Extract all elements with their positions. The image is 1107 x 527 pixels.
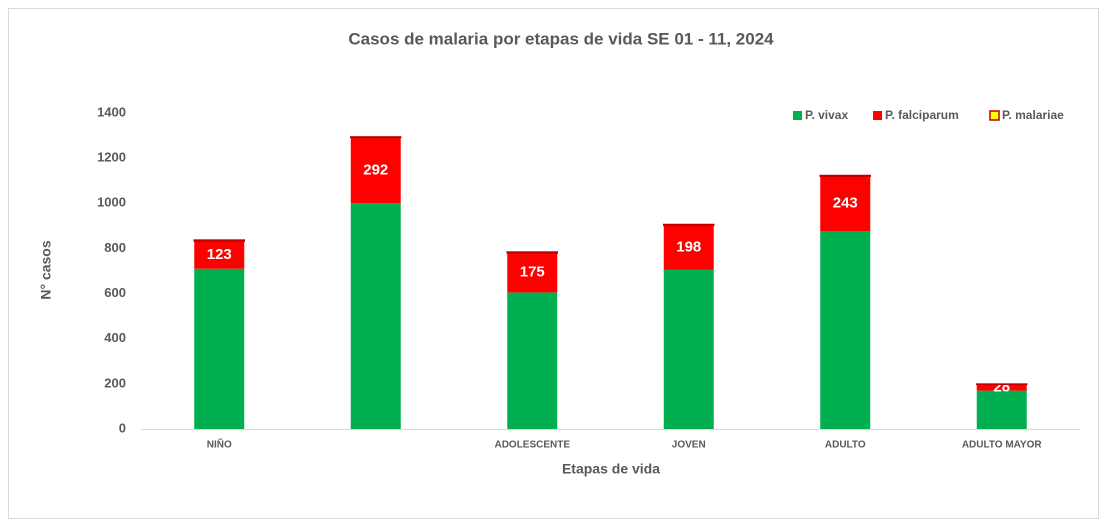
y-tick-label: 0 (119, 420, 126, 435)
chart-title: Casos de malaria por etapas de vida SE 0… (348, 29, 774, 48)
x-axis-title: Etapas de vida (562, 461, 660, 477)
x-tick-label: ADULTO MAYOR (962, 440, 1043, 451)
bar-segment (820, 231, 871, 429)
x-tick-label: ADOLESCENTE (494, 440, 570, 451)
value-label: 123 (207, 246, 232, 263)
value-label: 292 (363, 161, 388, 178)
bar-segment (663, 225, 714, 270)
bar-segment (507, 252, 558, 293)
value-label: 28 (993, 378, 1010, 395)
bar-segment (976, 384, 1027, 391)
bar-segment (350, 137, 401, 204)
y-tick-label: 1200 (97, 150, 126, 165)
bar-segment (194, 240, 245, 269)
legend-label: P. malariae (1002, 108, 1064, 122)
x-tick-label: ADULTO (825, 440, 866, 451)
y-tick-label: 600 (104, 285, 126, 300)
y-tick-label: 400 (104, 330, 126, 345)
legend-label: P. falciparum (885, 108, 959, 122)
x-tick-label: JOVEN (672, 440, 706, 451)
y-axis-title: N° casos (38, 240, 54, 300)
bar-segment (193, 239, 245, 242)
bar-segment (350, 203, 401, 429)
value-label: 175 (520, 264, 545, 281)
bar-segment (820, 176, 871, 232)
value-label: 198 (676, 238, 701, 255)
x-tick-label: NIÑO (207, 438, 232, 451)
legend-swatch (873, 111, 882, 120)
bar-segment (506, 251, 558, 254)
y-tick-label: 1400 (97, 104, 126, 119)
bar-segment (819, 174, 871, 177)
legend-swatch (989, 110, 1000, 121)
value-label: 243 (833, 195, 858, 212)
bar-segment (194, 268, 245, 429)
bar-segment (507, 292, 558, 429)
bar-segment (976, 390, 1027, 429)
bar-segment (663, 223, 715, 226)
legend-label: P. vivax (805, 108, 848, 122)
y-tick-label: 800 (104, 240, 126, 255)
y-tick-label: 1000 (97, 195, 126, 210)
bar-segment (663, 269, 714, 429)
legend-swatch (793, 111, 802, 120)
y-tick-label: 200 (104, 375, 126, 390)
